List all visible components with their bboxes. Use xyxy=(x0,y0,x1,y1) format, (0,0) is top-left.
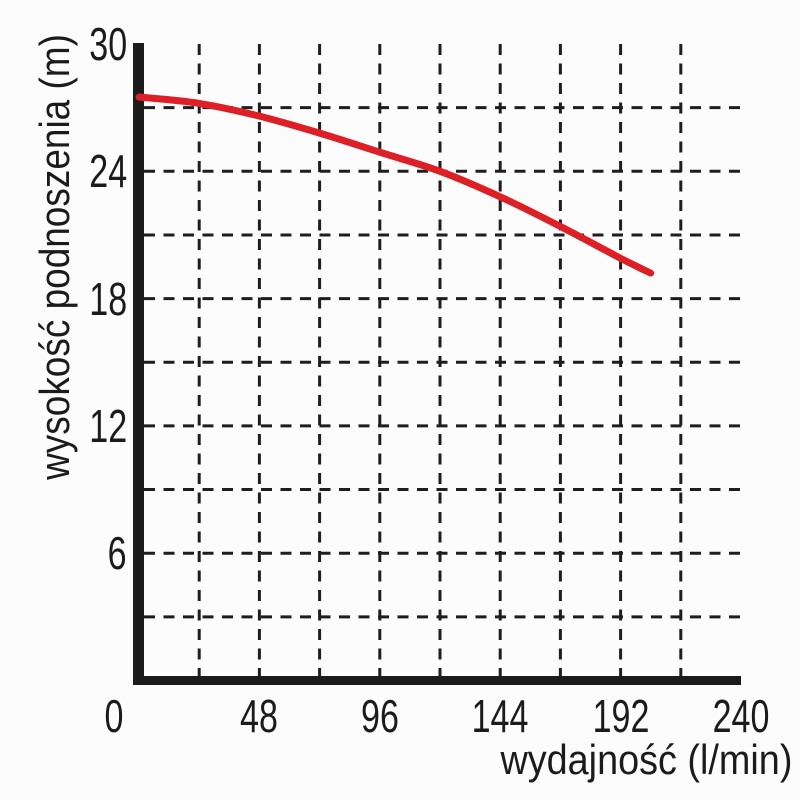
x-axis-line xyxy=(133,676,741,685)
x-tick-label: 0 xyxy=(104,690,124,742)
x-axis-title: wydajność (l/min) xyxy=(500,736,792,783)
y-tick-label: 30 xyxy=(89,18,127,70)
y-tick-label: 6 xyxy=(108,527,127,580)
x-tick-label: 192 xyxy=(592,690,649,742)
pump-curve xyxy=(135,93,655,277)
y-axis-line xyxy=(133,43,144,685)
y-tick-label: 24 xyxy=(89,145,127,198)
x-tick-label: 240 xyxy=(712,690,770,742)
y-tick-label: 12 xyxy=(89,399,127,452)
x-tick-label: 144 xyxy=(471,690,529,742)
x-tick-label: 48 xyxy=(240,690,279,742)
y-tick-label: 18 xyxy=(89,272,127,325)
x-tick-label: 96 xyxy=(360,690,399,742)
y-axis-title: wysokość podnoszenia (m) xyxy=(31,34,78,480)
